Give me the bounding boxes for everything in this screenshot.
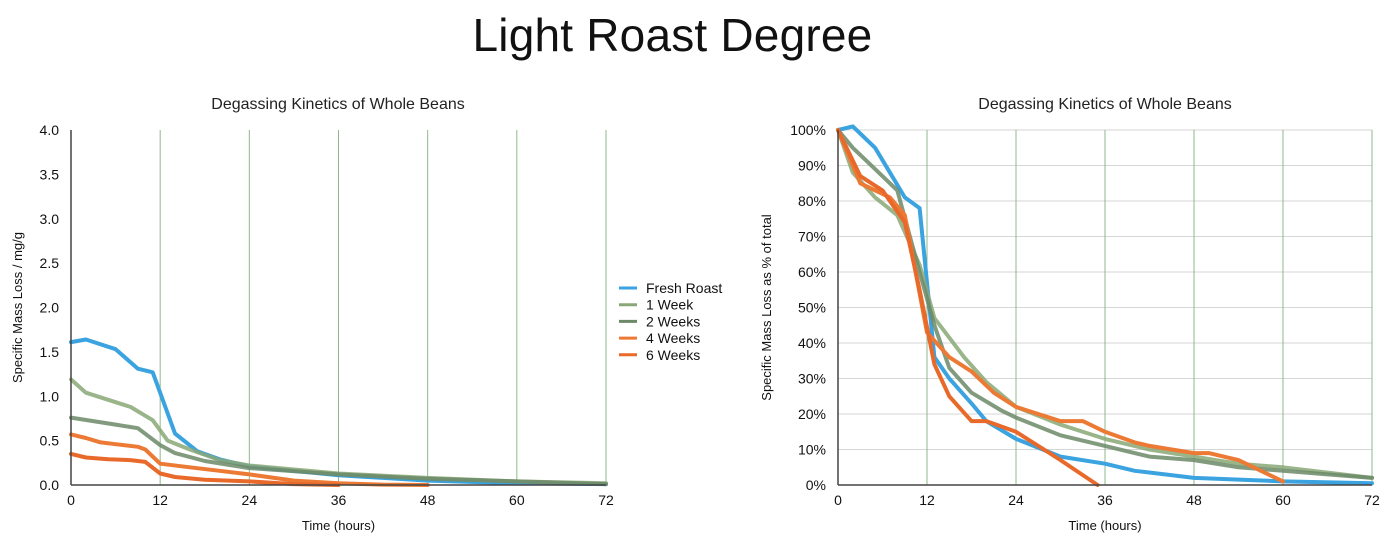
legend-label: 6 Weeks xyxy=(646,347,700,363)
chart-panel-1: Degassing Kinetics of Whole Beans 0.0 0.5 1… xyxy=(10,96,722,533)
chart-panel-2: Degassing Kinetics of Whole Beans 0% 10% 20… xyxy=(759,96,1380,533)
y-tick-label: 10% xyxy=(798,442,826,458)
series-line-4-weeks xyxy=(69,432,430,487)
y-tick-label: 20% xyxy=(798,406,826,422)
legend-label: Fresh Roast xyxy=(646,280,722,296)
x-tick-label: 12 xyxy=(152,492,168,508)
legend-label: 4 Weeks xyxy=(646,330,700,346)
series-line-fresh-roast xyxy=(836,124,1374,486)
x-tick-label: 24 xyxy=(242,492,258,508)
x-tick-label: 72 xyxy=(1364,492,1380,508)
legend-label: 1 Week xyxy=(646,297,694,313)
page-title: Light Roast Degree xyxy=(472,9,873,61)
y-tick-label: 3.5 xyxy=(40,166,60,182)
y-tick-label: 70% xyxy=(798,229,826,245)
y-axis-label: Specific Mass Loss as % of total xyxy=(759,214,774,401)
y-tick-label: 100% xyxy=(790,122,826,138)
x-tick-label: 0 xyxy=(67,492,75,508)
y-tick-label: 4.0 xyxy=(40,122,60,138)
y-tick-label: 3.0 xyxy=(40,211,60,227)
y-tick-label: 50% xyxy=(798,300,826,316)
series-line-4-weeks xyxy=(836,128,1285,484)
series-line-2-weeks xyxy=(69,415,608,487)
series-line-2-weeks xyxy=(836,128,1374,480)
y-tick-label: 0.5 xyxy=(40,433,60,449)
x-tick-label: 72 xyxy=(598,492,614,508)
y-tick-label: 0.0 xyxy=(40,477,60,493)
x-tick-label: 60 xyxy=(1275,492,1291,508)
y-tick-label: 60% xyxy=(798,264,826,280)
y-tick-label: 90% xyxy=(798,158,826,174)
chart-title: Degassing Kinetics of Whole Beans xyxy=(978,96,1231,113)
x-axis-label: Time (hours) xyxy=(1068,518,1141,533)
x-tick-label: 48 xyxy=(420,492,436,508)
legend-label: 2 Weeks xyxy=(646,313,700,329)
y-tick-label: 80% xyxy=(798,193,826,209)
series-line-6-weeks xyxy=(69,451,341,487)
y-tick-label: 1.0 xyxy=(40,388,60,404)
x-tick-label: 60 xyxy=(509,492,525,508)
y-tick-label: 30% xyxy=(798,371,826,387)
y-tick-label: 2.5 xyxy=(40,255,60,271)
y-tick-label: 40% xyxy=(798,335,826,351)
chart-title: Degassing Kinetics of Whole Beans xyxy=(211,96,464,113)
x-tick-label: 36 xyxy=(331,492,347,508)
y-tick-label: 1.5 xyxy=(40,344,60,360)
y-tick-label: 0% xyxy=(806,477,826,493)
x-tick-label: 12 xyxy=(919,492,935,508)
x-tick-label: 24 xyxy=(1008,492,1024,508)
series-line-6-weeks xyxy=(836,128,1100,487)
y-tick-label: 2.0 xyxy=(40,300,60,316)
x-axis-label: Time (hours) xyxy=(302,518,375,533)
series-line-1-week xyxy=(836,128,1374,480)
y-axis-label: Specific Mass Loss / mg/g xyxy=(10,232,25,383)
x-tick-label: 36 xyxy=(1097,492,1113,508)
x-tick-label: 48 xyxy=(1186,492,1202,508)
x-tick-label: 0 xyxy=(834,492,842,508)
